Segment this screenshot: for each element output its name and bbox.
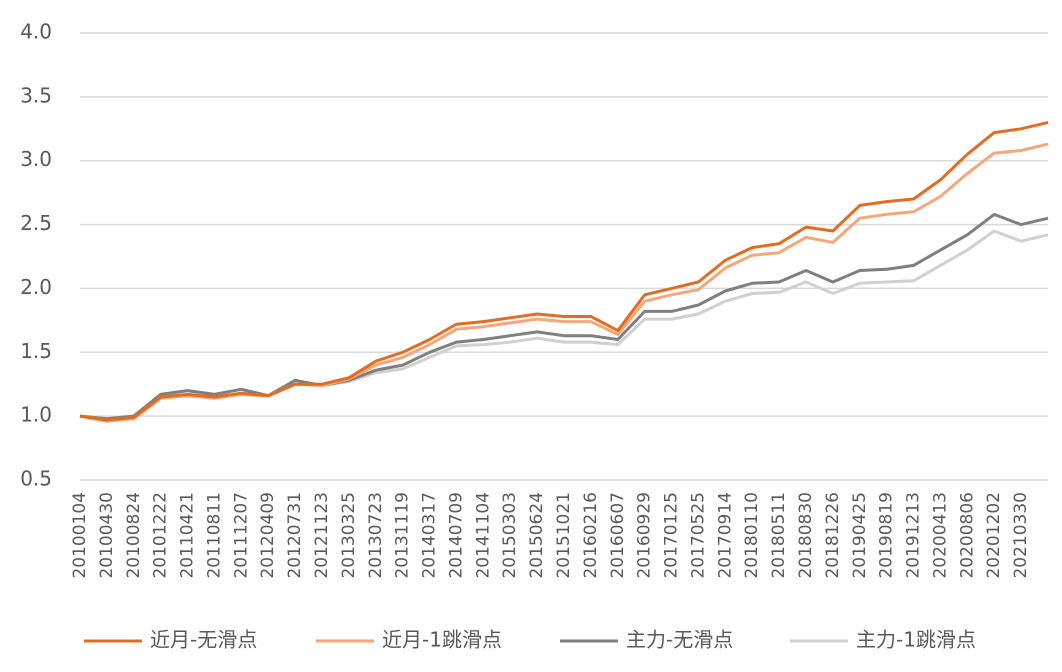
y-tick-label: 3.5 bbox=[20, 83, 52, 107]
x-tick-label: 20200413 bbox=[930, 492, 950, 579]
x-tick-label: 20190425 bbox=[850, 492, 870, 579]
y-tick-label: 2.5 bbox=[20, 211, 52, 235]
x-tick-label: 20140317 bbox=[420, 492, 440, 579]
y-tick-label: 1.5 bbox=[20, 339, 52, 363]
x-tick-label: 20160929 bbox=[635, 492, 655, 579]
x-tick-label: 20140709 bbox=[446, 492, 466, 579]
x-tick-label: 20120731 bbox=[285, 492, 305, 579]
y-tick-label: 1.0 bbox=[20, 403, 52, 427]
series-line bbox=[79, 212, 1049, 421]
x-tick-label: 20141104 bbox=[473, 492, 493, 579]
x-tick-label: 20130723 bbox=[366, 492, 386, 579]
y-tick-label: 3.0 bbox=[20, 147, 52, 171]
x-tick-label: 20190819 bbox=[877, 492, 897, 579]
x-tick-label: 20110421 bbox=[178, 492, 198, 579]
x-tick-label: 20191213 bbox=[904, 492, 924, 579]
legend-label: 近月-无滑点 bbox=[150, 628, 257, 652]
x-tick-label: 20160607 bbox=[608, 492, 628, 579]
x-tick-label: 20200806 bbox=[957, 492, 977, 579]
x-tick-label: 20101222 bbox=[151, 492, 171, 579]
x-tick-label: 20170914 bbox=[715, 492, 735, 579]
y-tick-label: 4.0 bbox=[20, 20, 52, 44]
x-tick-label: 20170525 bbox=[688, 492, 708, 579]
x-tick-label: 20131119 bbox=[393, 492, 413, 579]
series-line bbox=[79, 229, 1049, 421]
y-tick-label: 2.0 bbox=[20, 275, 52, 299]
x-tick-label: 20100104 bbox=[70, 492, 90, 579]
x-tick-label: 20100430 bbox=[97, 492, 117, 579]
x-tick-label: 20110811 bbox=[204, 492, 224, 579]
x-tick-label: 20120409 bbox=[258, 492, 278, 579]
x-tick-label: 20100824 bbox=[124, 492, 144, 579]
x-tick-label: 20180830 bbox=[796, 492, 816, 579]
legend-label: 主力-1跳滑点 bbox=[856, 628, 976, 652]
x-tick-label: 20160216 bbox=[581, 492, 601, 579]
x-tick-label: 20150624 bbox=[527, 492, 547, 579]
x-tick-label: 20180511 bbox=[769, 492, 789, 579]
x-tick-label: 20111207 bbox=[231, 492, 251, 579]
x-tick-label: 20150303 bbox=[500, 492, 520, 579]
legend-label: 主力-无滑点 bbox=[626, 628, 733, 652]
x-tick-label: 20121123 bbox=[312, 492, 332, 579]
x-tick-label: 20180110 bbox=[742, 492, 762, 579]
x-tick-label: 20170125 bbox=[662, 492, 682, 579]
x-tick-label: 20181226 bbox=[823, 492, 843, 579]
x-tick-label: 20130325 bbox=[339, 492, 359, 579]
series-line bbox=[79, 120, 1049, 422]
x-tick-label: 20151021 bbox=[554, 492, 574, 579]
x-tick-label: 20201202 bbox=[984, 492, 1004, 579]
y-tick-label: 0.5 bbox=[20, 467, 52, 491]
legend-label: 近月-1跳滑点 bbox=[382, 628, 502, 652]
x-tick-label: 20210330 bbox=[1011, 492, 1031, 579]
